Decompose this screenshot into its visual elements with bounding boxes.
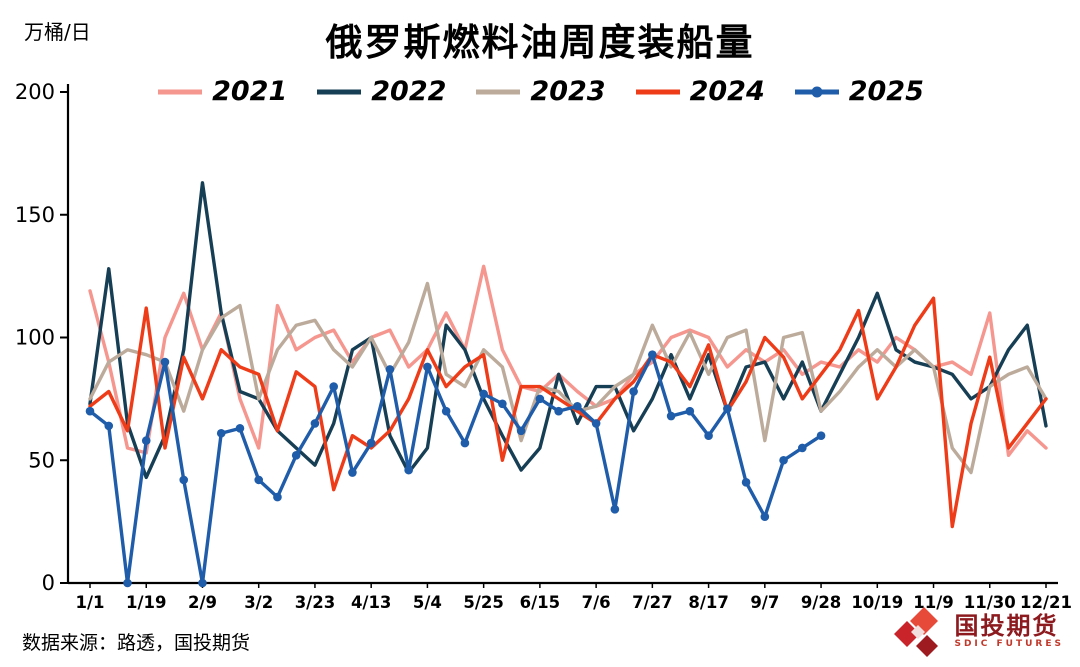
legend-swatch-2025 [794,86,839,97]
x-tick-label: 5/4 [413,593,442,612]
x-tick-label: 12/21 [1020,593,1072,612]
x-tick-label: 5/25 [463,593,503,612]
series-marker-2025 [591,419,601,428]
legend-label-2025: 2025 [848,76,924,107]
legend-label-2024: 2024 [689,76,765,107]
series-marker-2025 [648,350,657,359]
series-marker-2025 [123,578,132,588]
series-marker-2025 [385,365,395,374]
series-marker-2025 [535,394,545,404]
x-tick-label: 8/17 [688,593,728,612]
x-tick-label: 1/19 [126,593,166,612]
legend-item-2022: 2022 [315,76,446,107]
legend-item-2024: 2024 [634,76,765,107]
series-marker-2025 [760,512,770,522]
y-tick-label: 100 [15,326,55,350]
legend-swatch-2021 [158,89,203,94]
series-marker-2025 [254,475,264,485]
series-marker-2025 [798,443,807,453]
logo-subtitle: SDIC FUTURES [954,639,1064,650]
series-marker-2025 [216,428,226,438]
series-marker-2025 [816,431,826,441]
logo-diamond-icon [894,607,939,657]
x-tick-label: 11/9 [913,593,953,612]
series-line-2024 [88,296,1048,529]
brand-logo: 国投期货 SDIC FUTURES [890,603,1064,659]
series-marker-2025 [235,424,245,433]
series-marker-2025 [479,389,488,399]
x-tick-label: 2/9 [188,593,217,612]
series-marker-2025 [310,419,320,428]
series-marker-2025 [329,382,338,391]
series-marker-2025 [366,438,376,448]
y-axis-unit-label: 万桶/日 [24,20,91,44]
series-marker-2025 [779,455,788,465]
legend-item-2025: 2025 [793,76,924,107]
y-tick-label: 50 [28,448,55,472]
series-marker-2025 [741,478,751,487]
series-marker-2025 [198,578,207,588]
chart-title: 俄罗斯燃料油周度装船量 [325,21,755,64]
series-marker-2025 [629,387,638,396]
series-marker-2025 [498,399,507,409]
series-marker-2025 [704,431,713,441]
legend-item-2023: 2023 [474,76,606,107]
x-tick-label: 10/19 [851,593,903,612]
logo-text-block: 国投期货 SDIC FUTURES [954,611,1064,650]
x-tick-label: 6/15 [520,593,560,612]
chart-legend: 2021 2022 2023 2024 2025 [0,76,1080,107]
x-tick-label: 7/27 [632,593,672,612]
x-tick-label: 4/13 [351,593,391,612]
x-tick-label: 9/7 [750,593,779,612]
series-marker-2025 [291,451,301,460]
series-marker-2025 [610,505,620,514]
series-line-2022 [88,181,1048,480]
y-tick-label: 150 [15,203,55,227]
series-marker-2025 [554,406,563,416]
series-line-2025 [88,352,823,585]
series-marker-2025 [348,468,357,477]
x-tick-label: 3/23 [295,593,335,612]
x-tick-label: 1/1 [76,593,105,612]
series-marker-2025 [460,438,470,448]
series-marker-2025 [666,411,676,421]
x-tick-label: 9/28 [801,593,841,612]
series-marker-2025 [573,401,582,411]
series-marker-2025 [85,406,95,416]
legend-label-2021: 2021 [212,76,288,107]
series-marker-2025 [141,436,151,445]
series-marker-2025 [160,357,170,367]
legend-item-2021: 2021 [156,76,287,107]
series-marker-2025 [723,404,732,413]
legend-swatch-2023 [476,89,521,94]
series-marker-2025 [179,475,189,485]
series-marker-2025 [685,406,695,416]
series-line-2021 [88,264,1048,458]
series-marker-2025 [104,421,114,431]
series-marker-2025 [441,406,451,416]
y-tick-label: 200 [15,80,55,104]
logo-name: 国投期货 [954,611,1059,640]
legend-swatch-2022 [317,89,362,94]
legend-label-2022: 2022 [371,76,447,107]
series-marker-2025 [516,426,526,436]
data-source-note: 数据来源：路透，国投期货 [22,632,251,654]
legend-label-2023: 2023 [530,76,606,107]
series-marker-2025 [423,362,432,372]
x-tick-label: 7/6 [582,593,611,612]
legend-swatch-2024 [635,89,680,94]
x-tick-label: 11/30 [964,593,1016,612]
y-tick-label: 0 [42,571,55,595]
series-marker-2025 [404,465,413,475]
series-line-2023 [88,281,1048,475]
x-tick-label: 3/2 [244,593,273,612]
series-marker-2025 [273,492,282,502]
